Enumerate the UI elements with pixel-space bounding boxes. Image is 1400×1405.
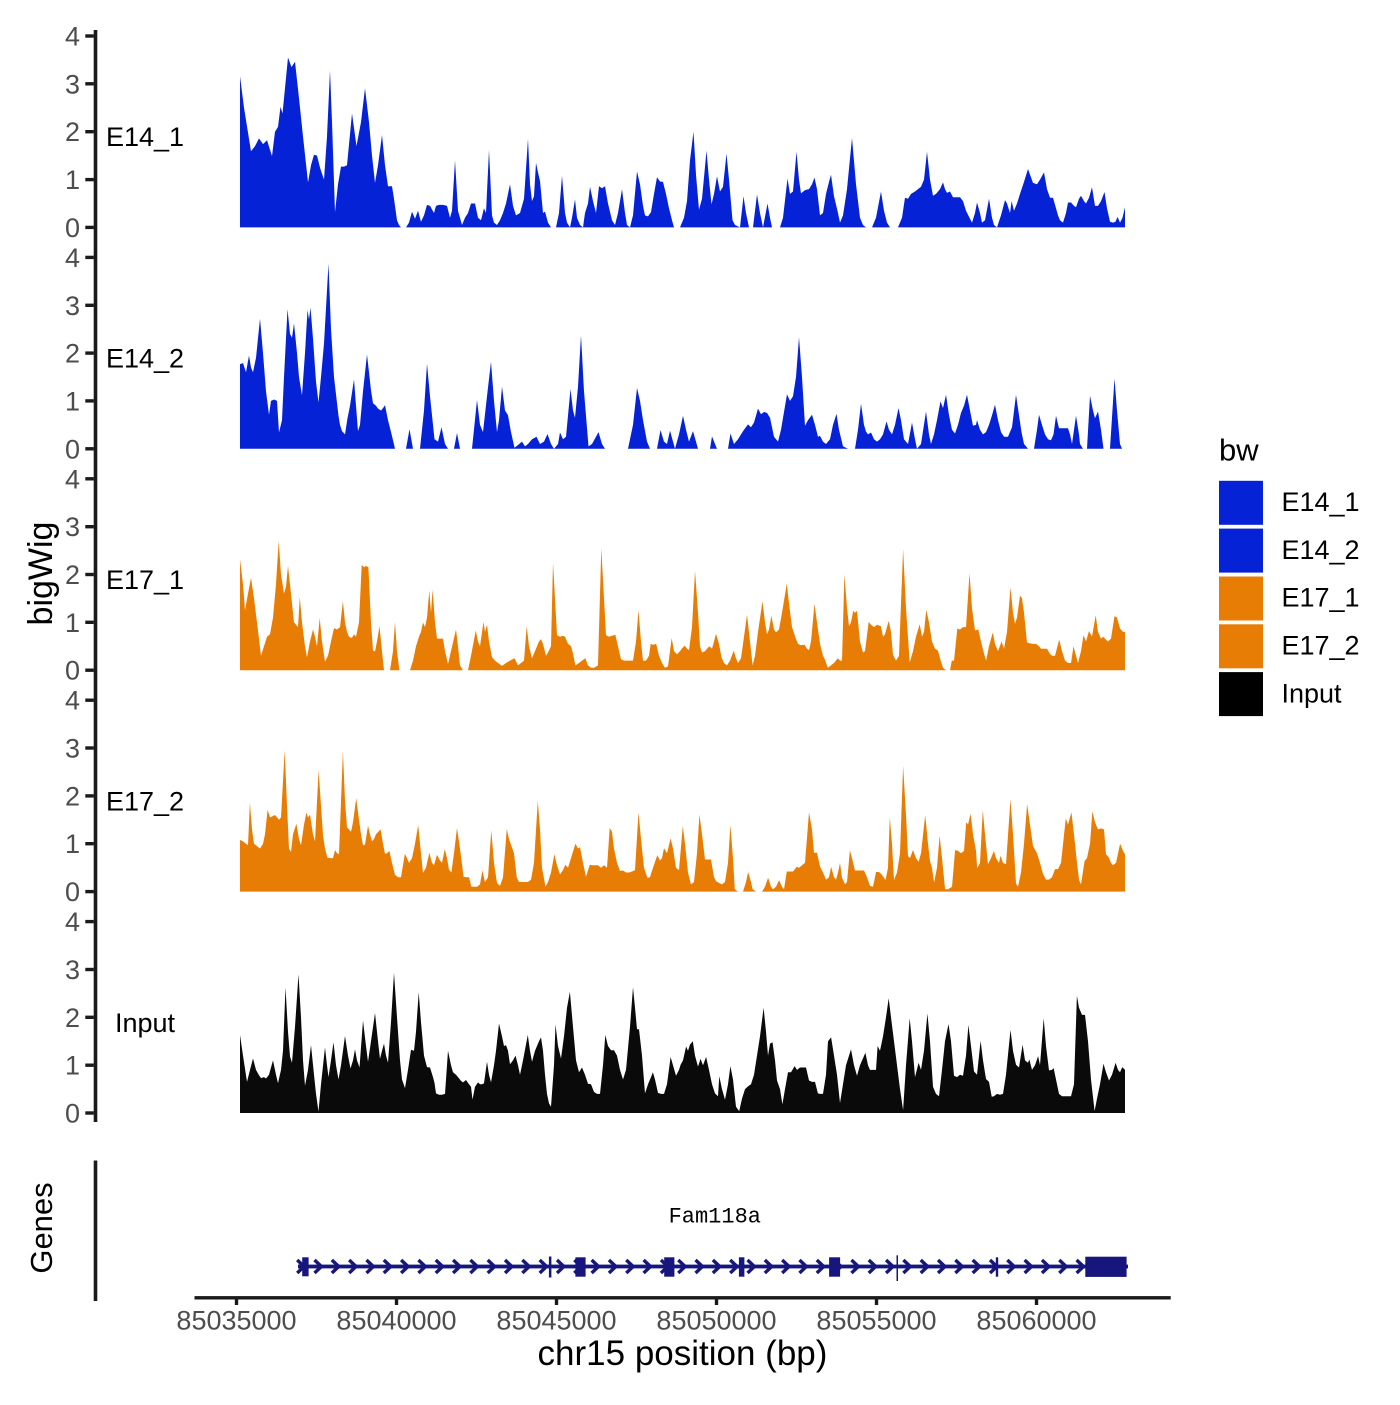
svg-text:4: 4 <box>65 22 80 52</box>
svg-text:1: 1 <box>65 608 80 638</box>
svg-text:0: 0 <box>65 213 80 243</box>
svg-text:1: 1 <box>65 829 80 859</box>
svg-text:E14_2: E14_2 <box>106 344 184 374</box>
svg-text:2: 2 <box>65 1003 80 1033</box>
svg-text:0: 0 <box>65 434 80 464</box>
svg-text:0: 0 <box>65 1099 80 1129</box>
svg-text:bigWig: bigWig <box>22 522 60 626</box>
svg-text:85055000: 85055000 <box>816 1306 936 1336</box>
svg-text:2: 2 <box>65 117 80 147</box>
svg-text:3: 3 <box>65 955 80 985</box>
svg-text:E14_2: E14_2 <box>1282 535 1360 565</box>
svg-text:Genes: Genes <box>24 1182 59 1273</box>
svg-text:85040000: 85040000 <box>336 1306 456 1336</box>
svg-text:2: 2 <box>65 781 80 811</box>
svg-text:E14_1: E14_1 <box>106 122 184 152</box>
svg-text:0: 0 <box>65 656 80 686</box>
svg-text:E17_1: E17_1 <box>1282 583 1360 613</box>
svg-text:4: 4 <box>65 464 80 494</box>
svg-text:chr15 position (bp): chr15 position (bp) <box>538 1334 828 1373</box>
svg-text:1: 1 <box>65 386 80 416</box>
svg-text:85060000: 85060000 <box>976 1306 1096 1336</box>
svg-text:1: 1 <box>65 165 80 195</box>
svg-text:4: 4 <box>65 686 80 716</box>
svg-text:3: 3 <box>65 734 80 764</box>
svg-text:2: 2 <box>65 339 80 369</box>
svg-text:3: 3 <box>65 69 80 99</box>
svg-text:0: 0 <box>65 877 80 907</box>
svg-text:1: 1 <box>65 1051 80 1081</box>
svg-text:4: 4 <box>65 907 80 937</box>
svg-text:E14_1: E14_1 <box>1282 487 1360 517</box>
svg-text:bw: bw <box>1219 433 1259 468</box>
svg-text:E17_2: E17_2 <box>106 786 184 816</box>
svg-text:2: 2 <box>65 560 80 590</box>
svg-text:3: 3 <box>65 512 80 542</box>
svg-text:E17_1: E17_1 <box>106 565 184 595</box>
svg-text:Fam118a: Fam118a <box>669 1205 761 1230</box>
svg-text:4: 4 <box>65 243 80 273</box>
svg-text:85050000: 85050000 <box>656 1306 776 1336</box>
svg-text:Input: Input <box>115 1008 176 1038</box>
svg-text:85035000: 85035000 <box>176 1306 296 1336</box>
svg-text:Input: Input <box>1282 678 1343 708</box>
svg-text:E17_2: E17_2 <box>1282 631 1360 661</box>
svg-text:3: 3 <box>65 291 80 321</box>
svg-text:85045000: 85045000 <box>496 1306 616 1336</box>
